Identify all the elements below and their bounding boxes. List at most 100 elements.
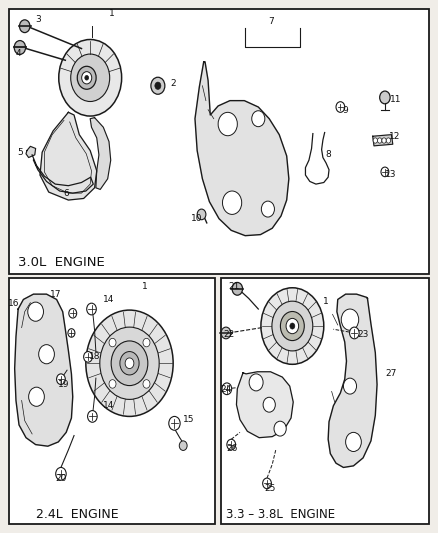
Text: 3.0L  ENGINE: 3.0L ENGINE bbox=[18, 256, 105, 269]
Text: 25: 25 bbox=[265, 484, 276, 493]
Circle shape bbox=[125, 358, 134, 368]
Circle shape bbox=[336, 102, 345, 112]
Text: 17: 17 bbox=[49, 289, 61, 298]
Text: 26: 26 bbox=[226, 444, 238, 453]
Circle shape bbox=[120, 352, 139, 375]
Circle shape bbox=[28, 302, 43, 321]
Circle shape bbox=[263, 478, 272, 489]
Text: 1: 1 bbox=[109, 10, 115, 19]
Circle shape bbox=[343, 378, 357, 394]
Circle shape bbox=[222, 383, 232, 394]
Circle shape bbox=[263, 397, 276, 412]
Circle shape bbox=[100, 327, 159, 399]
Circle shape bbox=[290, 323, 295, 329]
Text: 1: 1 bbox=[142, 282, 148, 291]
Circle shape bbox=[197, 209, 206, 220]
Text: 23: 23 bbox=[357, 330, 369, 339]
Text: 5: 5 bbox=[18, 148, 23, 157]
Text: 18: 18 bbox=[89, 352, 100, 361]
Circle shape bbox=[14, 41, 25, 54]
Circle shape bbox=[19, 20, 30, 33]
Text: 21: 21 bbox=[229, 282, 240, 291]
Circle shape bbox=[68, 329, 75, 337]
Polygon shape bbox=[14, 294, 73, 446]
Circle shape bbox=[274, 421, 286, 436]
Polygon shape bbox=[328, 294, 377, 467]
Circle shape bbox=[272, 301, 313, 351]
Text: 2: 2 bbox=[170, 78, 176, 87]
Text: 7: 7 bbox=[268, 18, 274, 27]
Polygon shape bbox=[373, 135, 393, 146]
Circle shape bbox=[87, 303, 96, 315]
Text: 22: 22 bbox=[223, 330, 234, 339]
Circle shape bbox=[77, 66, 96, 89]
Circle shape bbox=[252, 111, 265, 127]
Text: 3: 3 bbox=[35, 15, 41, 24]
Circle shape bbox=[59, 39, 122, 116]
Circle shape bbox=[85, 76, 88, 80]
Polygon shape bbox=[237, 372, 293, 438]
Text: 24: 24 bbox=[221, 385, 232, 394]
Circle shape bbox=[111, 341, 148, 385]
Text: 13: 13 bbox=[385, 170, 396, 179]
Text: 4: 4 bbox=[15, 50, 21, 58]
Text: 14: 14 bbox=[103, 295, 115, 304]
Circle shape bbox=[86, 310, 173, 416]
Circle shape bbox=[56, 467, 66, 480]
Circle shape bbox=[169, 416, 180, 430]
Circle shape bbox=[346, 432, 361, 451]
Circle shape bbox=[249, 374, 263, 391]
Circle shape bbox=[155, 82, 161, 90]
Circle shape bbox=[341, 309, 359, 330]
Text: 11: 11 bbox=[390, 94, 402, 103]
Text: 3.3 – 3.8L  ENGINE: 3.3 – 3.8L ENGINE bbox=[226, 507, 335, 521]
Circle shape bbox=[151, 77, 165, 94]
Circle shape bbox=[380, 91, 390, 104]
Polygon shape bbox=[195, 62, 289, 236]
Circle shape bbox=[286, 318, 299, 334]
Circle shape bbox=[223, 191, 242, 214]
Circle shape bbox=[221, 327, 231, 339]
Circle shape bbox=[261, 201, 275, 217]
Text: 12: 12 bbox=[389, 132, 400, 141]
Circle shape bbox=[227, 439, 236, 450]
Circle shape bbox=[232, 282, 243, 295]
Circle shape bbox=[382, 138, 386, 143]
Text: 6: 6 bbox=[64, 189, 69, 198]
Text: 2.4L  ENGINE: 2.4L ENGINE bbox=[35, 507, 118, 521]
Text: 8: 8 bbox=[325, 150, 331, 159]
Bar bbox=[10, 278, 215, 524]
Bar bbox=[10, 9, 428, 274]
Circle shape bbox=[39, 345, 54, 364]
Circle shape bbox=[218, 112, 237, 136]
Text: 14: 14 bbox=[103, 401, 115, 410]
Text: 15: 15 bbox=[183, 415, 194, 424]
Circle shape bbox=[143, 338, 150, 347]
Circle shape bbox=[350, 327, 359, 339]
Polygon shape bbox=[40, 112, 97, 200]
Circle shape bbox=[69, 309, 77, 318]
Polygon shape bbox=[26, 147, 35, 158]
Text: 1: 1 bbox=[323, 296, 329, 305]
Text: 16: 16 bbox=[8, 299, 20, 308]
Circle shape bbox=[109, 338, 116, 347]
Circle shape bbox=[261, 288, 324, 365]
Circle shape bbox=[71, 54, 110, 101]
Text: 10: 10 bbox=[191, 214, 203, 223]
Circle shape bbox=[28, 387, 44, 406]
Circle shape bbox=[109, 379, 116, 388]
Circle shape bbox=[57, 374, 65, 384]
Circle shape bbox=[381, 167, 389, 176]
Circle shape bbox=[84, 352, 92, 362]
Circle shape bbox=[386, 138, 391, 143]
Polygon shape bbox=[90, 118, 111, 189]
Circle shape bbox=[143, 379, 150, 388]
Text: 20: 20 bbox=[55, 474, 67, 482]
Text: 19: 19 bbox=[58, 380, 70, 389]
Circle shape bbox=[179, 441, 187, 450]
Circle shape bbox=[373, 138, 378, 143]
Text: 9: 9 bbox=[343, 106, 349, 115]
Circle shape bbox=[88, 410, 97, 422]
Circle shape bbox=[81, 71, 92, 84]
Bar bbox=[221, 278, 428, 524]
